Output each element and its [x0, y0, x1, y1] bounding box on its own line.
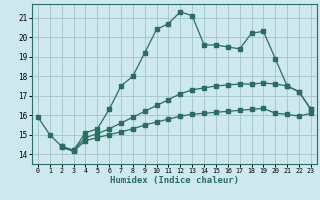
X-axis label: Humidex (Indice chaleur): Humidex (Indice chaleur) — [110, 176, 239, 185]
